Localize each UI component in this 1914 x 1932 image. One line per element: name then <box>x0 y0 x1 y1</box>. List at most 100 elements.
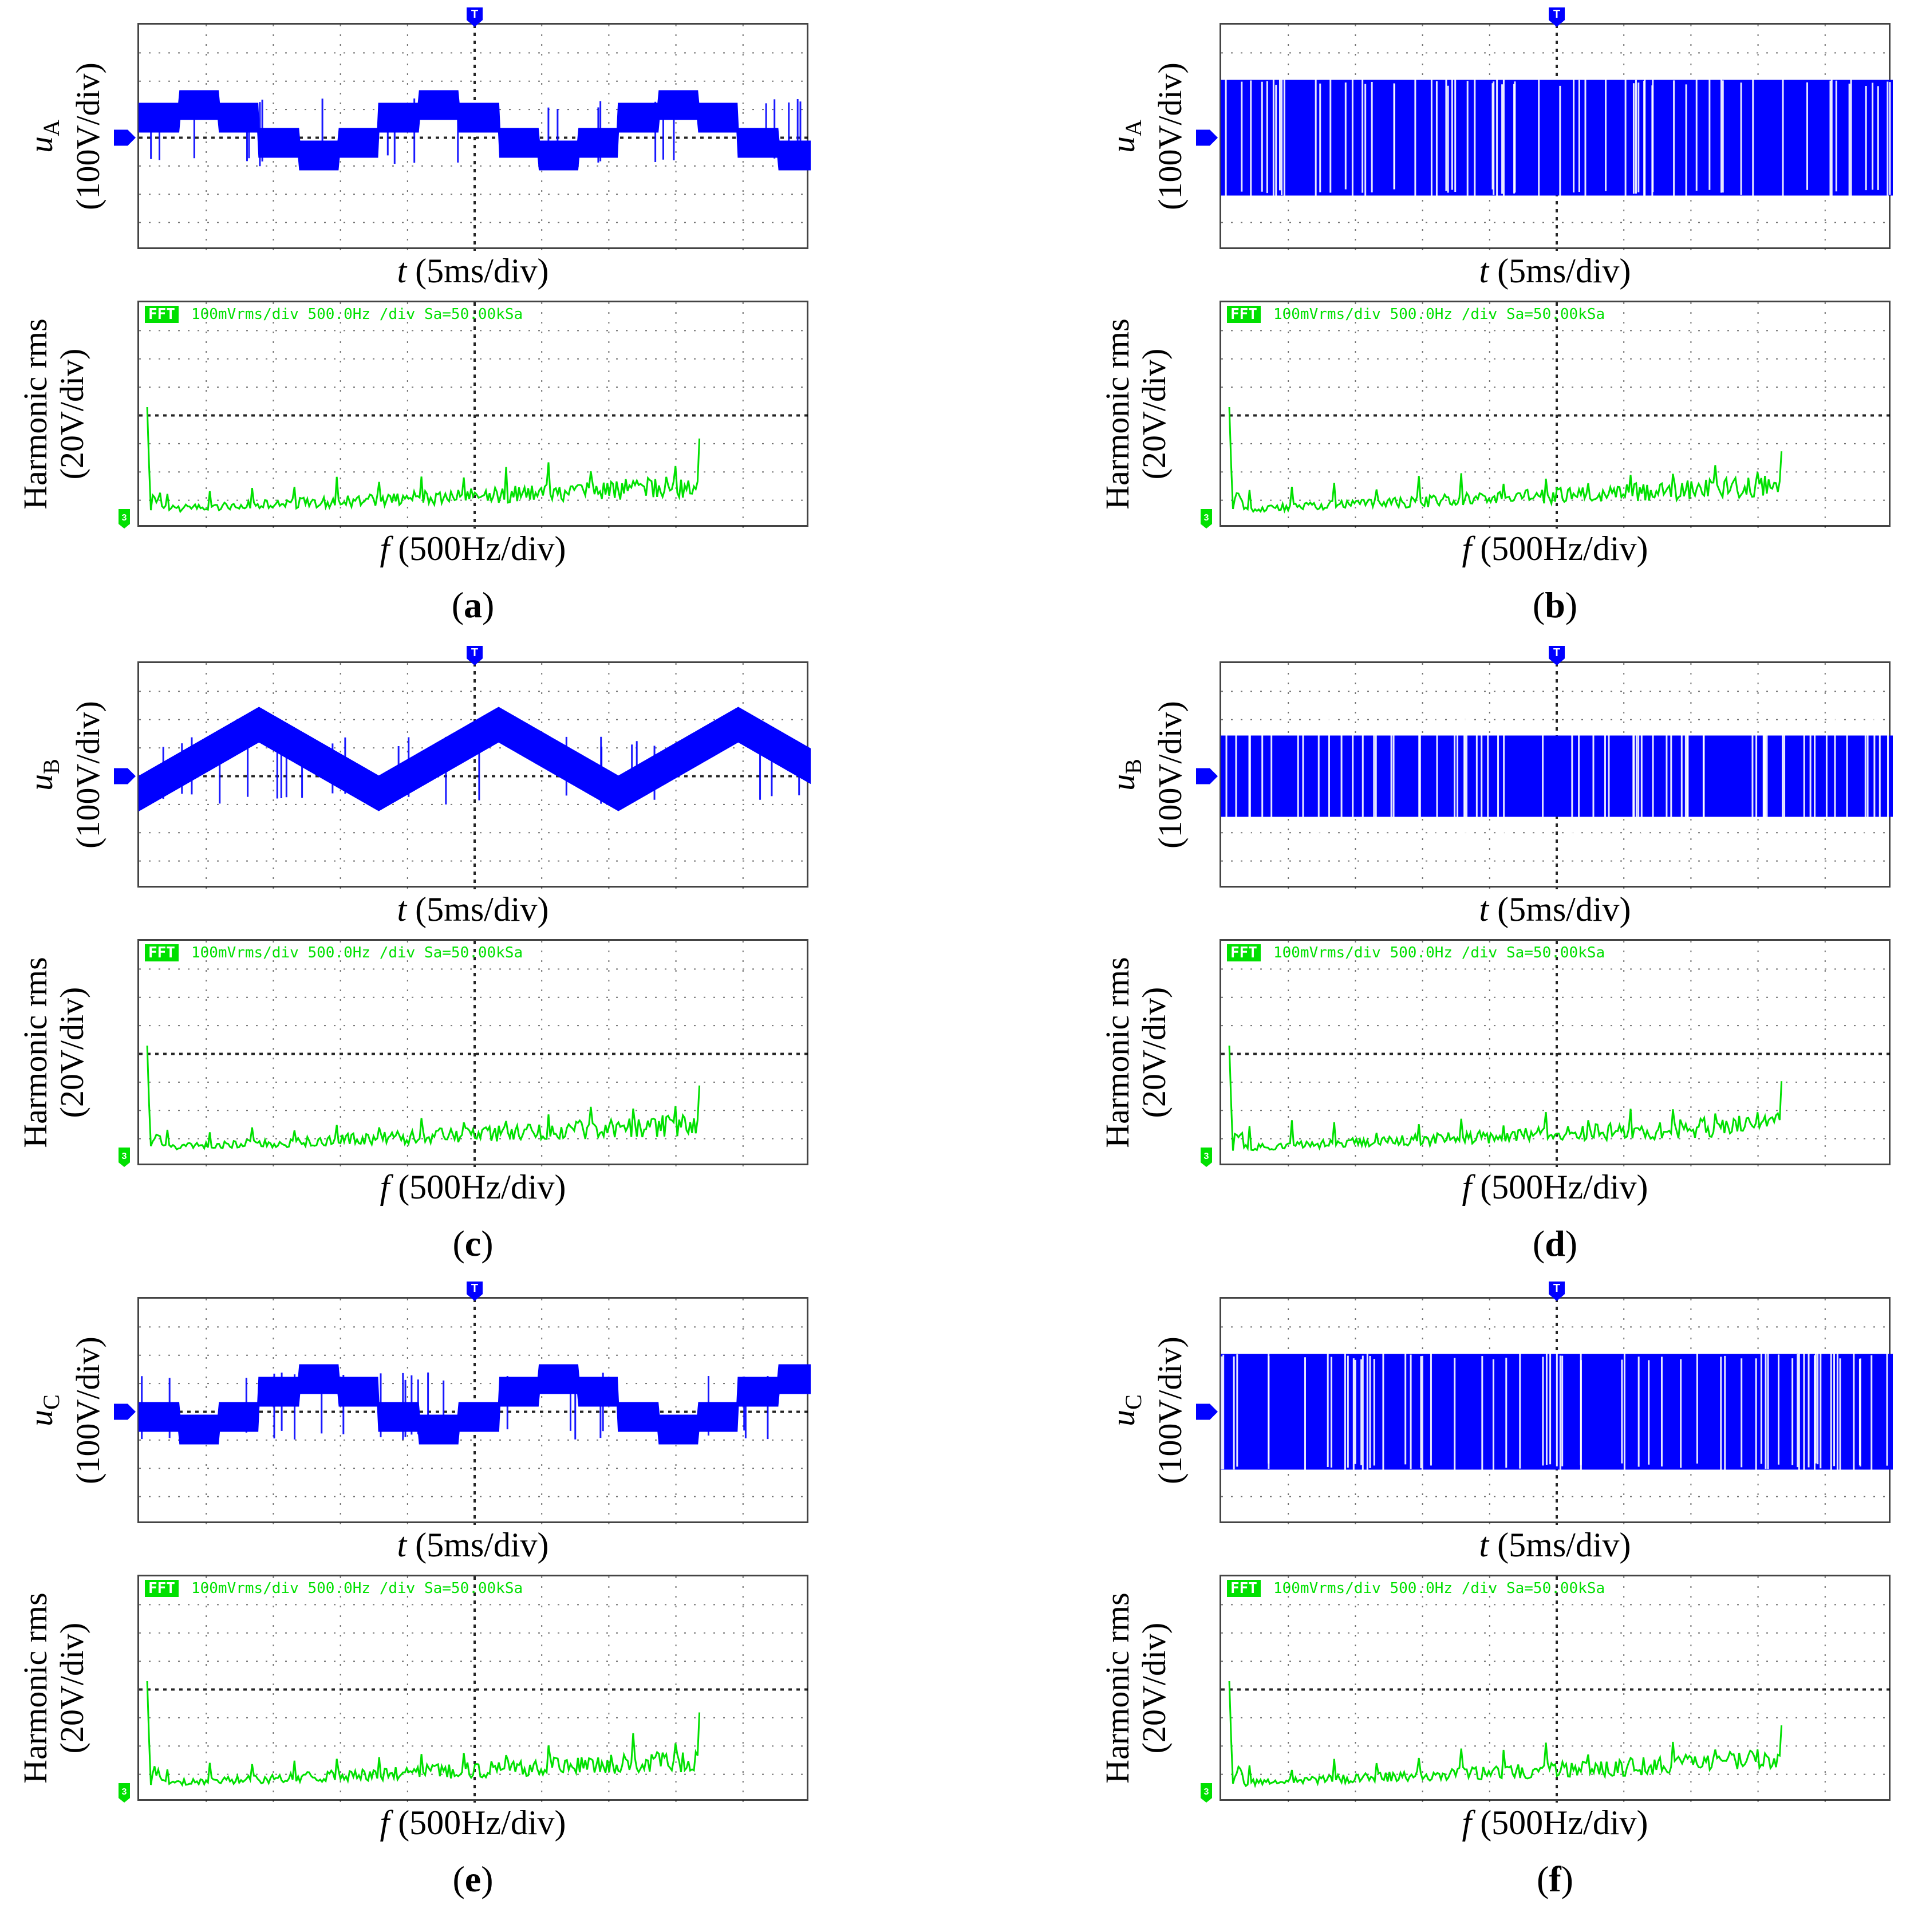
fft-info-text: 100mVrms/div 500.0Hz /div Sa=50.00kSa <box>191 1580 523 1597</box>
trigger-label: T <box>1553 646 1560 659</box>
frequency-axis-label: f (500Hz/div) <box>1220 1168 1891 1207</box>
time-symbol: t <box>1479 1526 1489 1564</box>
time-unit: (5ms/div) <box>1497 1526 1631 1564</box>
spectrum-plot: 3 <box>119 302 810 529</box>
grid <box>1221 302 1892 529</box>
voltage-plot: T <box>114 7 811 251</box>
harmonic-unit: (20V/div) <box>1135 288 1173 540</box>
voltage-trace <box>139 1364 811 1445</box>
trigger-marker: T <box>1549 7 1565 27</box>
voltage-unit: (100V/div) <box>69 16 106 257</box>
harmonic-axis-label: Harmonic rms (20V/div) <box>17 1562 97 1814</box>
voltage-symbol-u: u <box>1104 136 1142 153</box>
voltage-symbol-u: u <box>1104 774 1142 791</box>
harmonic-axis-label: Harmonic rms (20V/div) <box>1099 926 1179 1178</box>
spectrum-line <box>146 407 701 514</box>
voltage-scope: T <box>1196 7 1893 251</box>
panel-caption: (a) <box>451 585 495 625</box>
spectrum-trace <box>146 1681 701 1787</box>
spectrum-scope: 3 FFT 100mVrms/div 500.0Hz /div Sa=50.00kS… <box>119 939 810 1167</box>
panel-caption: (e) <box>452 1859 494 1899</box>
time-symbol: t <box>397 890 407 928</box>
harmonic-unit: (20V/div) <box>53 1562 90 1814</box>
spectrum-line <box>146 1045 701 1151</box>
fft-info-text: 100mVrms/div 500.0Hz /div Sa=50.00kSa <box>191 306 523 323</box>
fft-info-text: 100mVrms/div 500.0Hz /div Sa=50.00kSa <box>1273 306 1605 323</box>
time-symbol: t <box>1479 890 1489 928</box>
spectrum-plot: 3 <box>1201 941 1892 1167</box>
spectrum-scope: 3 FFT 100mVrms/div 500.0Hz /div Sa=50.00kS… <box>1201 939 1892 1167</box>
spectrum-plot: 3 <box>119 1576 810 1803</box>
time-symbol: t <box>397 1526 407 1564</box>
voltage-phase-subscript: A <box>38 119 64 136</box>
harmonic-axis-label: Harmonic rms (20V/div) <box>17 926 97 1178</box>
freq-unit: (500Hz/div) <box>1480 530 1648 567</box>
fft-info-bar: FFT 100mVrms/div 500.0Hz /div Sa=50.00kSa <box>145 944 523 961</box>
voltage-unit-text: (100V/div) <box>69 62 106 210</box>
trigger-arrow <box>467 646 483 665</box>
harmonic-label-text: Harmonic rms <box>1099 318 1136 510</box>
ground-label: 3 <box>122 1787 127 1797</box>
voltage-scope: T <box>114 7 811 251</box>
voltage-band <box>139 90 811 171</box>
fft-info-bar: FFT 100mVrms/div 500.0Hz /div Sa=50.00kSa <box>1227 1580 1605 1597</box>
voltage-band <box>1221 80 1893 196</box>
ground-label: 3 <box>1204 1787 1209 1797</box>
voltage-symbol-u: u <box>22 136 60 153</box>
time-symbol: t <box>397 252 407 290</box>
voltage-unit-text: (100V/div) <box>1151 700 1189 849</box>
harmonic-label-text: Harmonic rms <box>1099 956 1136 1148</box>
voltage-trace <box>1221 713 1893 839</box>
voltage-plot: T <box>1196 646 1893 889</box>
caption-letter: e <box>464 1859 482 1899</box>
harmonic-axis-label: Harmonic rms (20V/div) <box>1099 288 1179 540</box>
harmonic-axis-label: Harmonic rms (20V/div) <box>1099 1562 1179 1814</box>
frequency-axis-label: f (500Hz/div) <box>137 1803 808 1843</box>
fft-info-bar: FFT 100mVrms/div 500.0Hz /div Sa=50.00kSa <box>1227 306 1605 323</box>
voltage-scope: T <box>1196 1282 1893 1525</box>
harmonic-label: Harmonic rms <box>1099 288 1136 540</box>
voltage-phase-subscript: B <box>38 758 64 774</box>
time-axis-label: t (5ms/div) <box>1220 1525 1891 1565</box>
voltage-unit-text: (100V/div) <box>69 1336 106 1484</box>
time-axis-label: t (5ms/div) <box>1220 890 1891 929</box>
panel-caption: (f) <box>1537 1859 1573 1899</box>
voltage-phase-subscript: C <box>1120 1394 1146 1410</box>
voltage-plot: T <box>1196 7 1893 251</box>
voltage-unit-text: (100V/div) <box>1151 1336 1189 1484</box>
voltage-axis-label: uB (100V/div) <box>22 654 106 895</box>
spectrum-trace <box>146 1045 701 1151</box>
ground-label: 3 <box>1204 1152 1209 1161</box>
spectrum-ground-marker: 3 <box>1201 1148 1212 1167</box>
spectrum-trace <box>146 407 701 514</box>
ground-arrow <box>1201 1783 1212 1803</box>
spectrum-scope: 3 FFT 100mVrms/div 500.0Hz /div Sa=50.00kS… <box>119 301 810 529</box>
caption-letter: f <box>1549 1859 1561 1899</box>
trigger-marker: T <box>1549 646 1565 665</box>
harmonic-axis-label: Harmonic rms (20V/div) <box>17 288 97 540</box>
spectrum-ground-marker: 3 <box>1201 1783 1212 1803</box>
harmonic-unit: (20V/div) <box>53 926 90 1178</box>
panel-caption: (b) <box>1532 585 1578 625</box>
voltage-symbol: uB <box>22 654 70 895</box>
ground-label: 3 <box>122 1152 127 1161</box>
freq-symbol: f <box>1462 530 1472 567</box>
harmonic-label: Harmonic rms <box>1099 926 1136 1178</box>
time-unit: (5ms/div) <box>415 1526 549 1564</box>
ground-arrow <box>119 1783 130 1803</box>
spectrum-trace <box>1228 1045 1783 1152</box>
caption-letter: c <box>464 1223 482 1264</box>
time-symbol: t <box>1479 252 1489 290</box>
freq-unit: (500Hz/div) <box>1480 1168 1648 1206</box>
trigger-arrow <box>467 7 483 27</box>
voltage-axis-label: uC (100V/div) <box>1104 1290 1189 1531</box>
time-axis-label: t (5ms/div) <box>137 1525 808 1565</box>
harmonic-label-text: Harmonic rms <box>17 956 54 1148</box>
grid <box>139 663 810 889</box>
spectrum-plot: 3 <box>1201 302 1892 529</box>
